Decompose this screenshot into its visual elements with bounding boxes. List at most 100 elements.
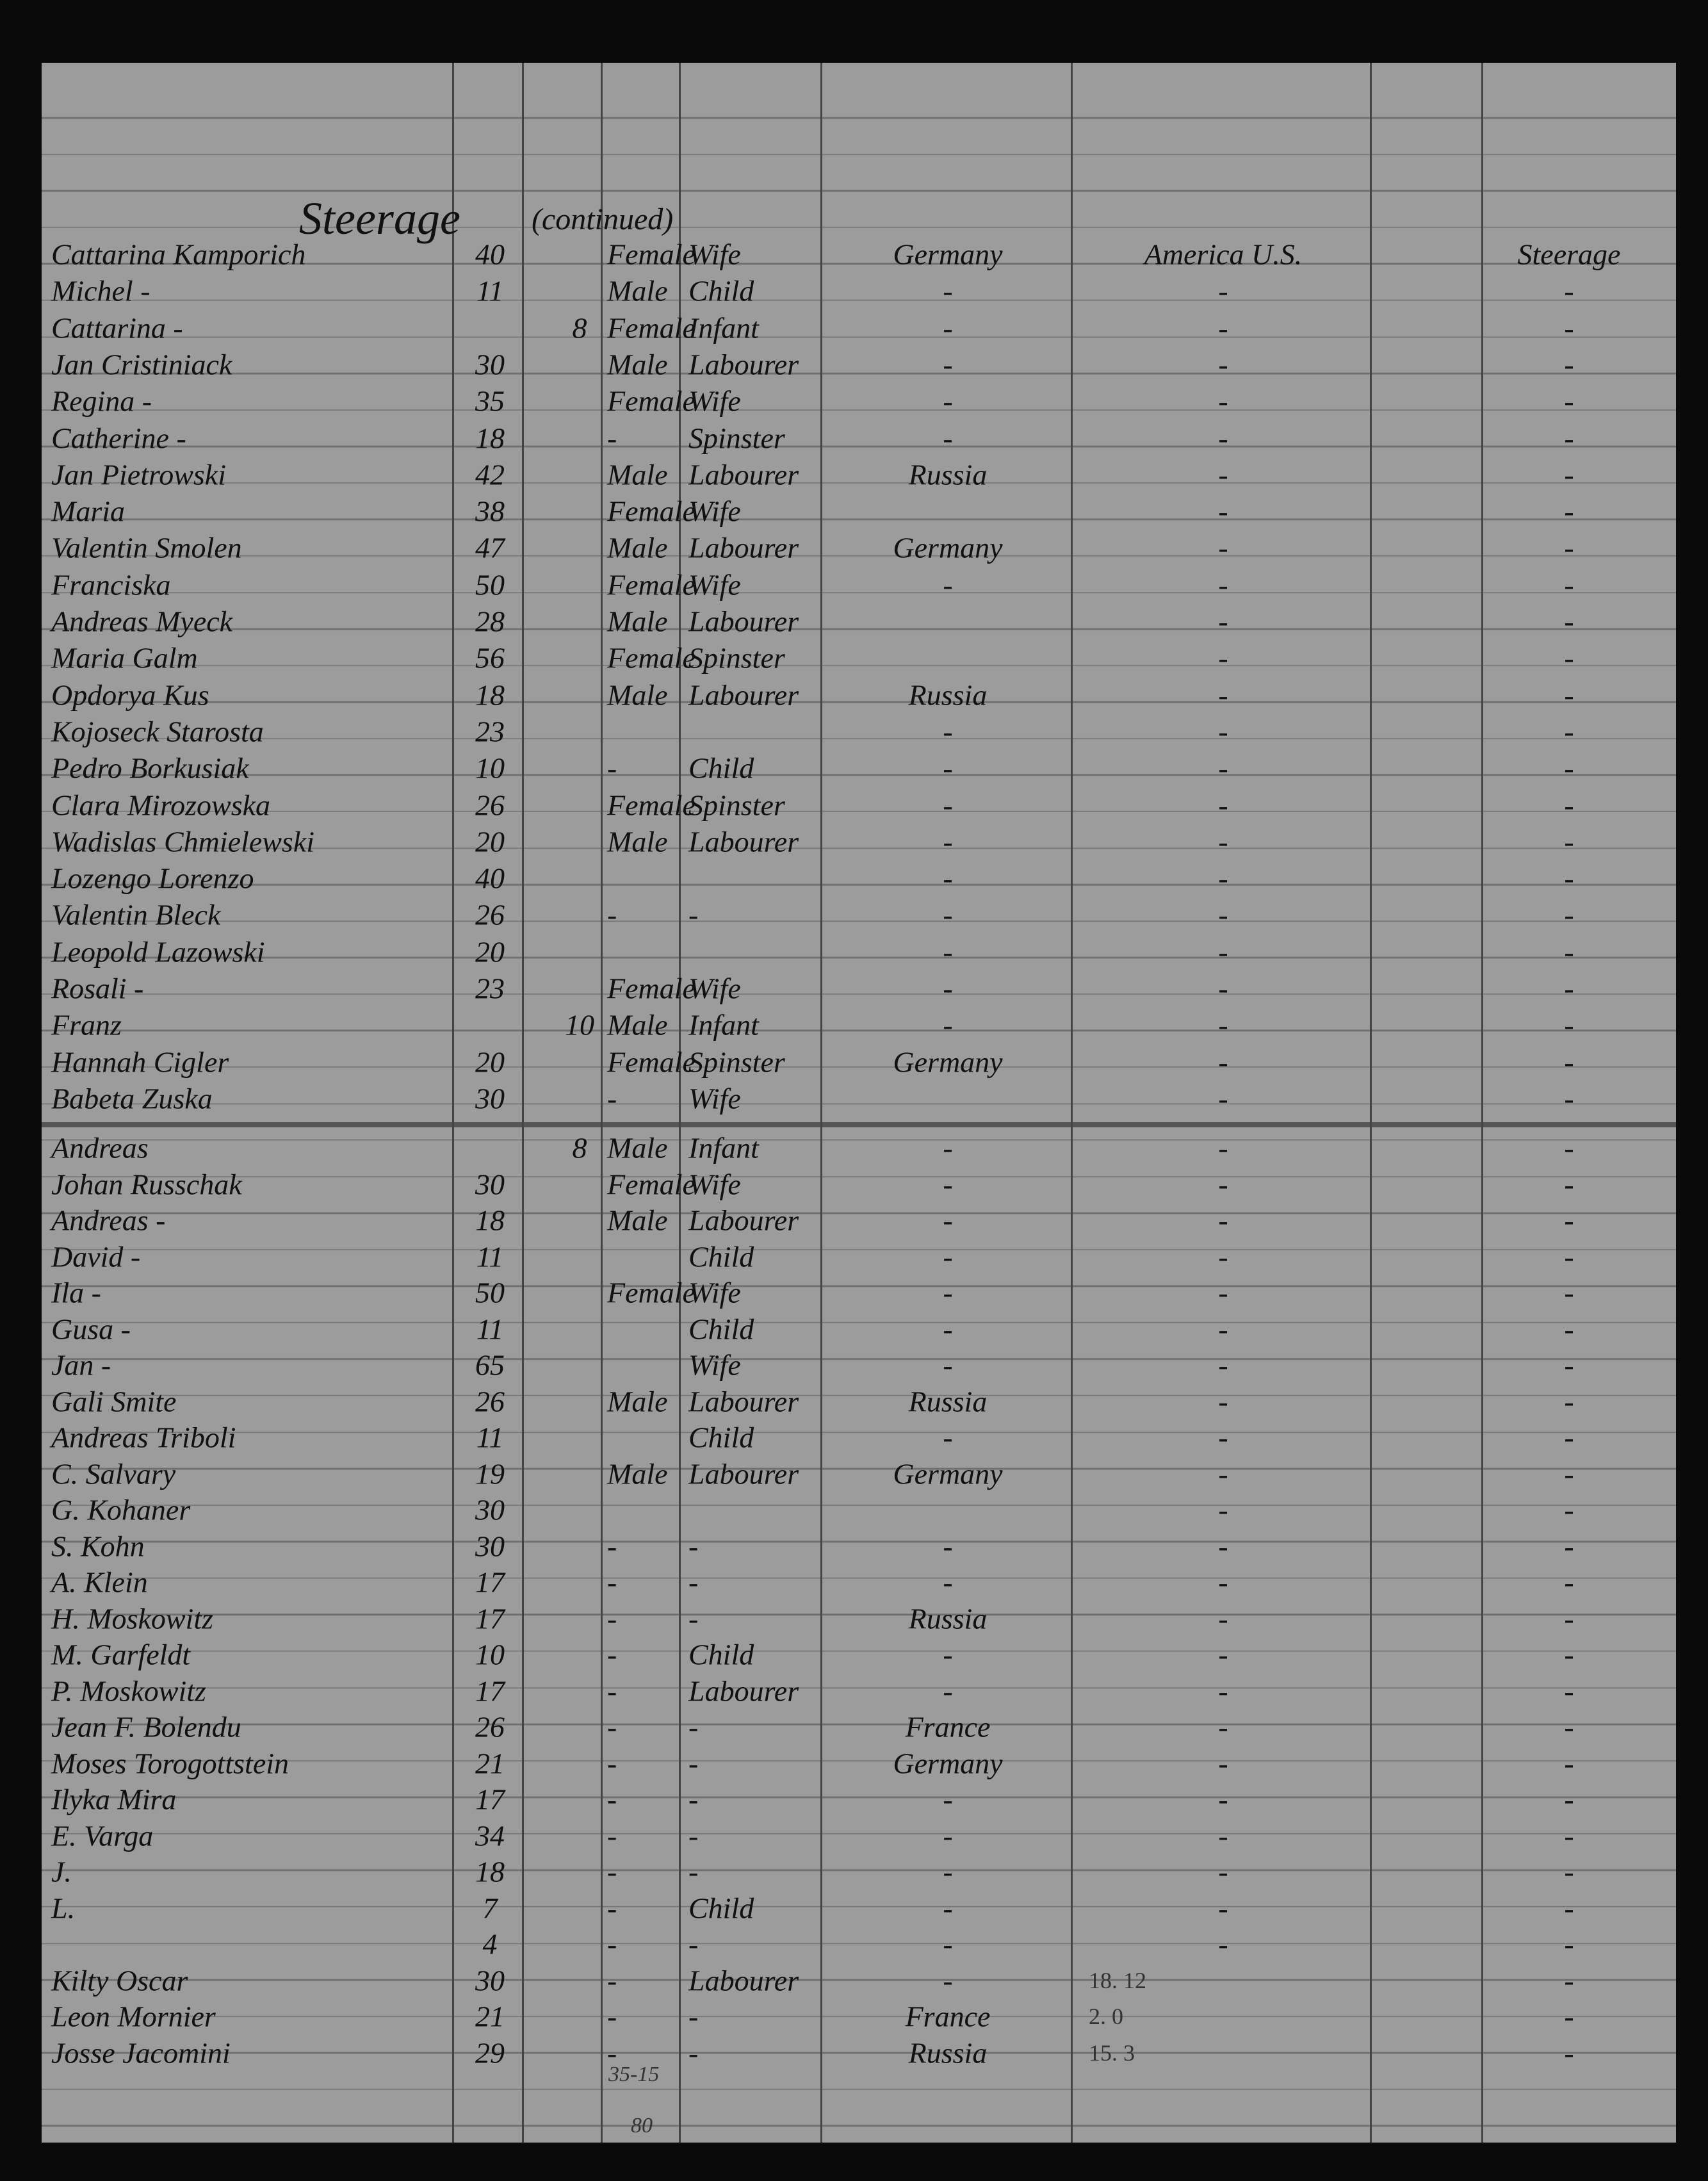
cell-name: M. Garfeldt — [51, 1638, 191, 1671]
cell-sex: Female — [607, 788, 695, 821]
cell-occupation: - — [688, 1602, 699, 1635]
cell-name: Andreas Myeck — [51, 605, 233, 638]
cell-age: 18 — [475, 421, 505, 454]
cell-sex: - — [607, 1602, 617, 1635]
cell-country: Russia — [908, 2036, 988, 2069]
cell-country: - — [943, 1565, 953, 1599]
cell-class: - — [1564, 1964, 1574, 1997]
cell-destination: - — [1218, 568, 1228, 601]
cell-occupation: Child — [688, 1638, 754, 1671]
cell-sex: Female — [607, 1276, 695, 1309]
cell-sex: Male — [607, 348, 668, 381]
cell-name: Valentin Smolen — [51, 531, 242, 564]
cell-destination: - — [1218, 1674, 1228, 1707]
cell-class: - — [1564, 1348, 1574, 1382]
cell-class: - — [1564, 384, 1574, 418]
cell-occupation: Child — [688, 751, 754, 785]
cell-class: - — [1564, 825, 1574, 858]
cell-destination: - — [1218, 751, 1228, 785]
cell-country: - — [943, 715, 953, 748]
cell-age: 34 — [475, 1819, 505, 1852]
cell-name: C. Salvary — [51, 1457, 176, 1490]
cell-name: David - — [51, 1240, 141, 1273]
cell-country: Russia — [908, 1602, 988, 1635]
cell-age: 30 — [475, 1082, 505, 1115]
cell-destination: - — [1218, 862, 1228, 895]
cell-sex: Male — [607, 274, 668, 307]
cell-destination: - — [1218, 605, 1228, 638]
cell-name: Maria Galm — [51, 641, 198, 674]
cell-age: 40 — [475, 238, 505, 271]
cell-name: Opdorya Kus — [51, 678, 209, 712]
cell-destination: - — [1218, 1747, 1228, 1779]
cell-name: Maria — [51, 494, 125, 528]
cell-occupation: - — [688, 2036, 699, 2069]
cell-occupation: - — [688, 1530, 699, 1562]
cell-infant: 10 — [565, 1008, 594, 1041]
cell-occupation: - — [688, 1565, 699, 1599]
cell-age: 30 — [475, 348, 505, 381]
cell-age: 18 — [475, 678, 505, 712]
cell-name: J. — [51, 1855, 72, 1888]
cell-age: 42 — [475, 458, 505, 491]
cell-sex: - — [607, 1674, 617, 1707]
cell-occupation: - — [688, 1927, 699, 1961]
cell-age: 56 — [475, 641, 505, 674]
cell-occupation: Wife — [688, 494, 741, 528]
cell-name: Andreas — [51, 1131, 149, 1164]
cell-class: - — [1564, 1240, 1574, 1273]
cell-occupation: Child — [688, 1240, 754, 1273]
cell-sex: - — [607, 1565, 617, 1599]
cell-country: - — [943, 1204, 953, 1237]
cell-destination: - — [1218, 1348, 1228, 1382]
cell-name: Ila - — [51, 1276, 101, 1309]
cell-class: - — [1564, 935, 1574, 968]
cell-sex: Female — [607, 1045, 695, 1079]
cell-country: France — [905, 2000, 991, 2033]
cell-age: 30 — [475, 1493, 505, 1526]
cell-destination: - — [1218, 1385, 1228, 1417]
cell-sex: - — [607, 421, 617, 454]
cell-name: Jan - — [51, 1348, 111, 1382]
cell-country: - — [943, 274, 953, 307]
cell-destination: - — [1218, 1457, 1228, 1490]
cell-class: - — [1564, 1638, 1574, 1671]
cell-occupation: Child — [688, 1891, 754, 1924]
cell-country: - — [943, 1168, 953, 1200]
column-rule — [679, 63, 681, 2143]
cell-country: - — [943, 788, 953, 821]
cell-country: - — [943, 384, 953, 418]
cell-country: - — [943, 1891, 953, 1924]
cell-occupation: - — [688, 1747, 699, 1779]
cell-class: - — [1564, 1710, 1574, 1744]
cell-class: - — [1564, 1783, 1574, 1816]
cell-age: 38 — [475, 494, 505, 528]
cell-destination: - — [1218, 348, 1228, 381]
cell-occupation: - — [688, 898, 699, 931]
cell-sex: - — [607, 1710, 617, 1744]
cell-name: Ilyka Mira — [51, 1783, 177, 1816]
cell-sex: - — [607, 1747, 617, 1779]
cell-class: - — [1564, 1276, 1574, 1309]
fold — [42, 1122, 1676, 1127]
cell-sex: Female — [607, 311, 695, 345]
paper — [42, 63, 1676, 2143]
cell-occupation: Labourer — [688, 531, 799, 564]
cell-destination: - — [1218, 1493, 1228, 1526]
cell-country: Russia — [908, 458, 988, 491]
cell-class: - — [1564, 1747, 1574, 1779]
cell-name: Rosali - — [51, 972, 144, 1005]
cell-occupation: Labourer — [688, 678, 799, 712]
cell-class: - — [1564, 1927, 1574, 1961]
cell-age: 65 — [475, 1348, 505, 1382]
cell-occupation: Wife — [688, 1082, 741, 1115]
cell-occupation: Wife — [688, 384, 741, 418]
cell-class: - — [1564, 1674, 1574, 1707]
cell-remarks: 15. 3 — [1089, 2039, 1135, 2066]
cell-class: - — [1564, 678, 1574, 712]
cell-country: Russia — [908, 678, 988, 712]
cell-class: - — [1564, 274, 1574, 307]
cell-destination: - — [1218, 1855, 1228, 1888]
column-rule — [1370, 63, 1372, 2143]
cell-class: - — [1564, 1421, 1574, 1454]
